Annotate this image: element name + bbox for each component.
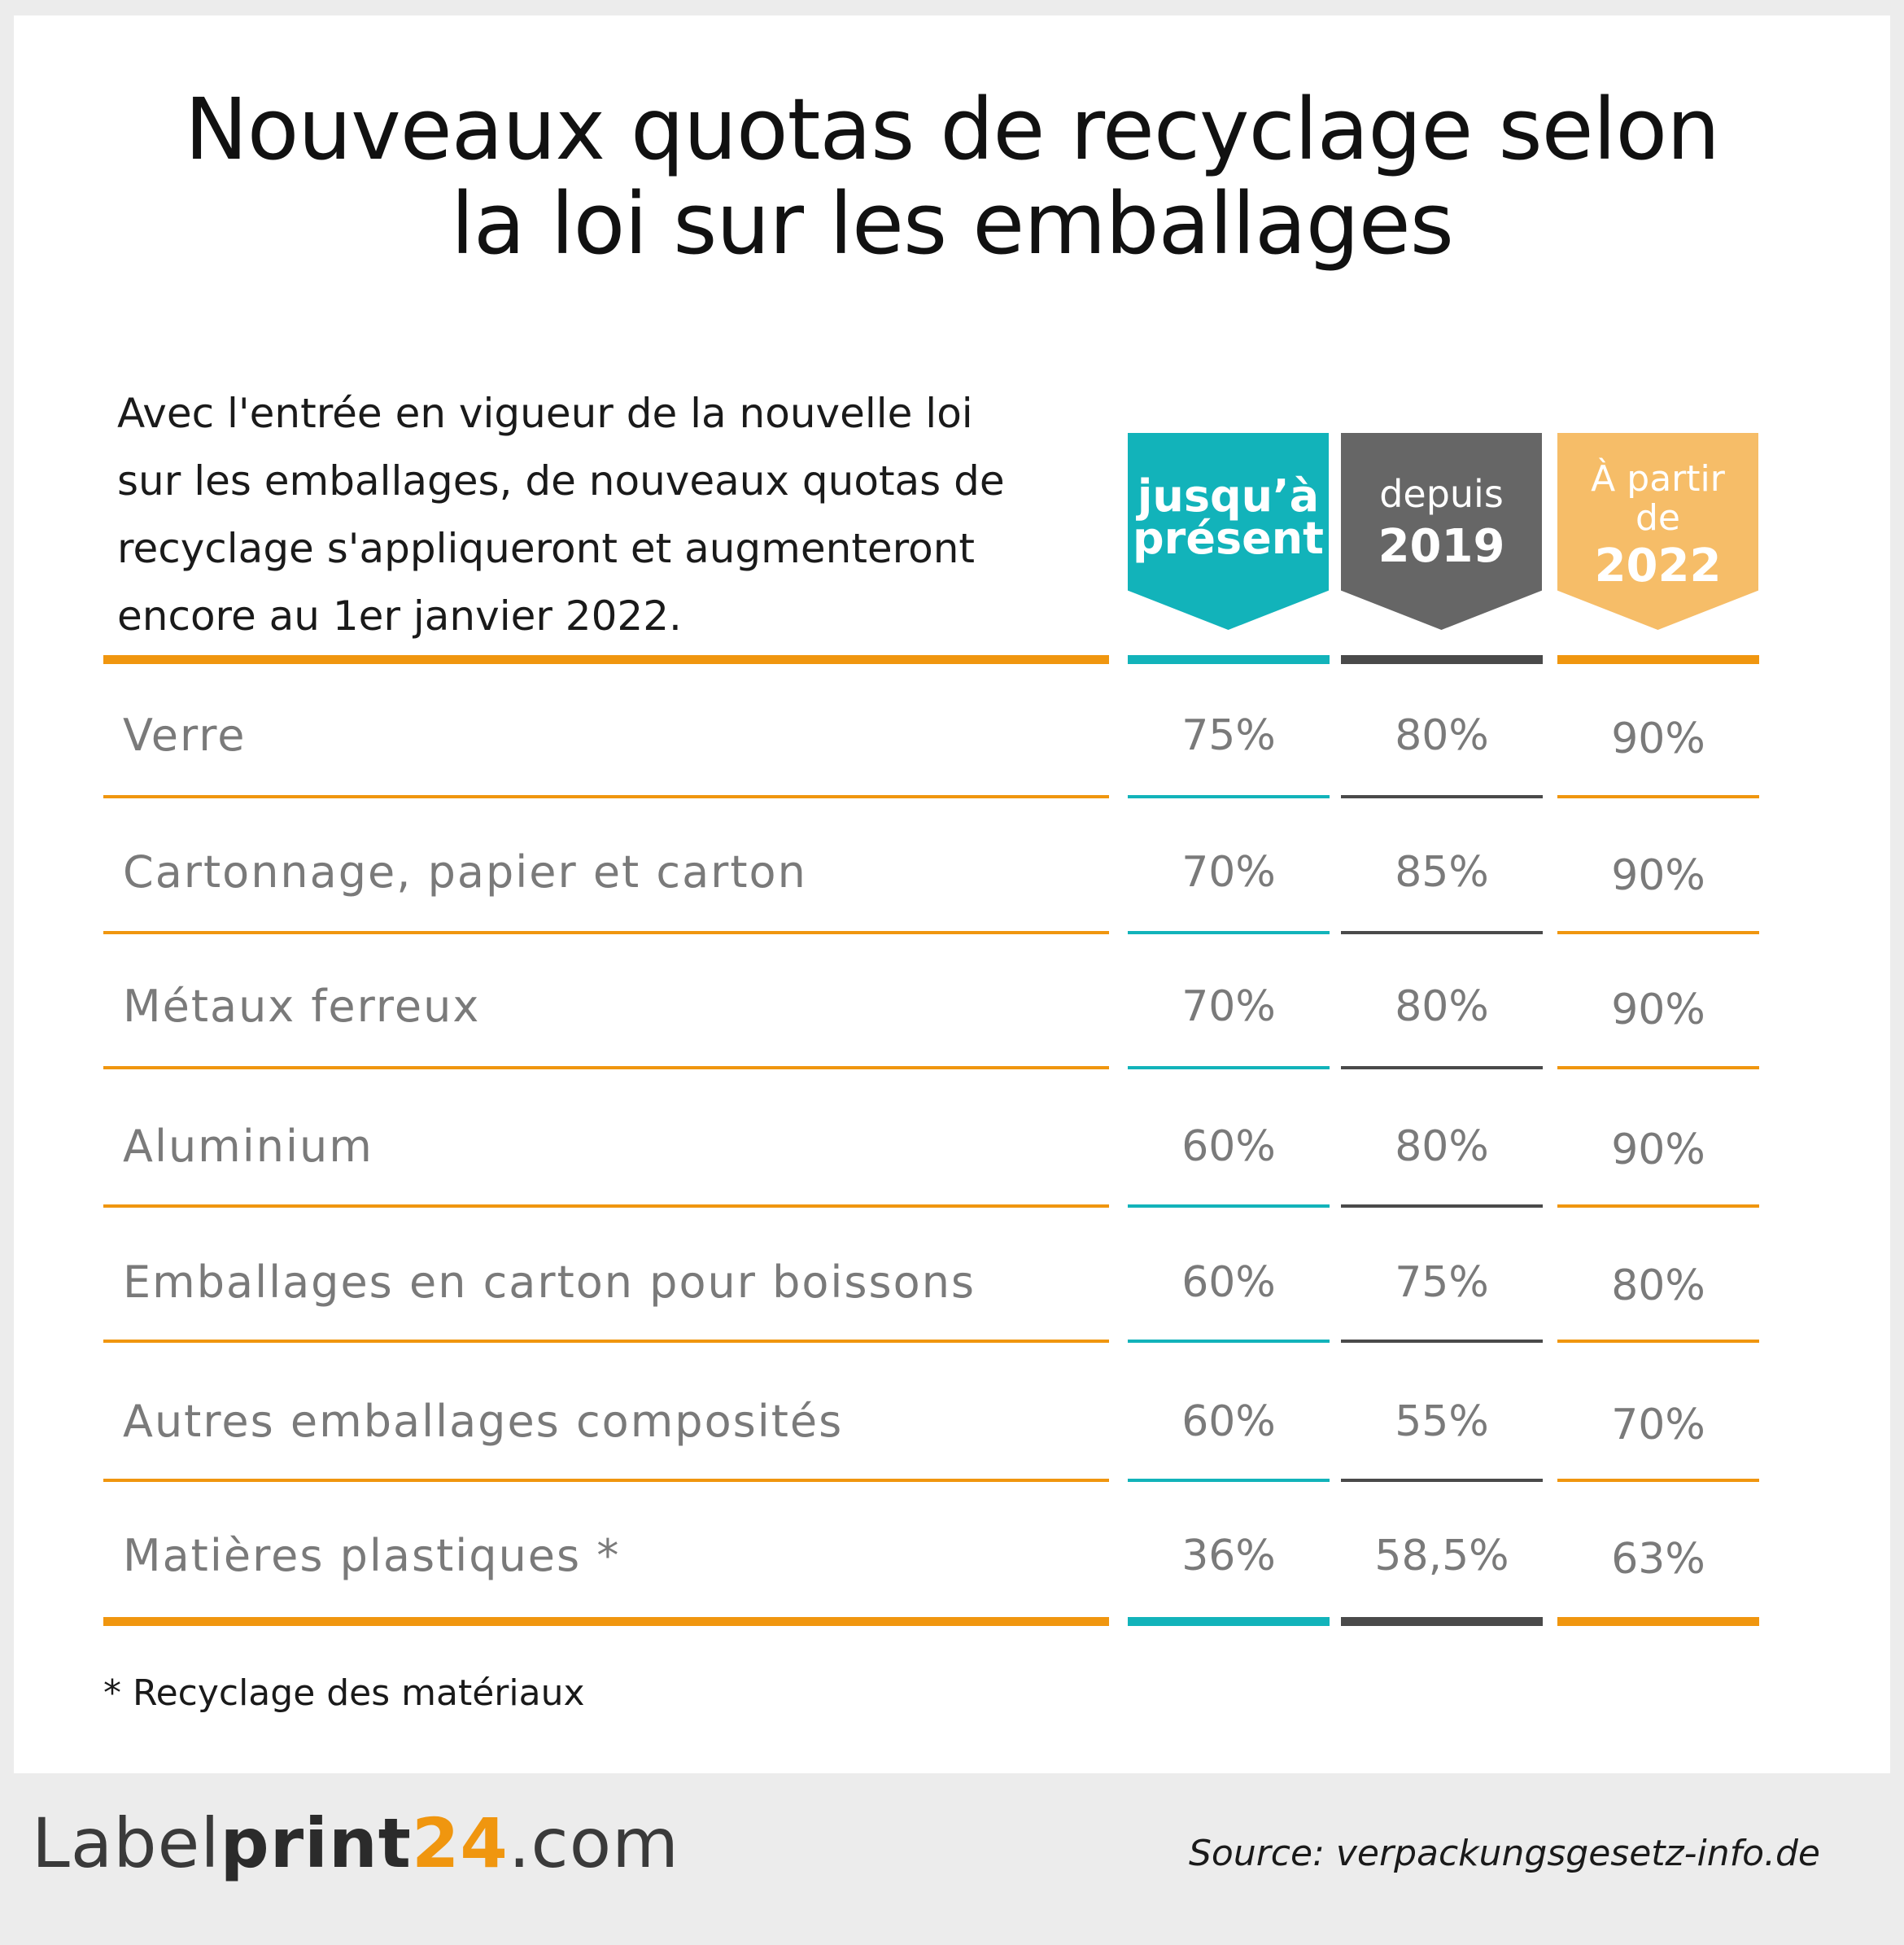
footnote: * Recyclage des matériaux	[103, 1672, 585, 1714]
logo-text-print: print	[220, 1803, 412, 1883]
quota-value: 80%	[1395, 982, 1489, 1031]
table-divider	[1557, 1340, 1759, 1343]
table-divider	[1128, 1340, 1330, 1343]
table-divider	[1341, 1479, 1543, 1482]
quota-value: 80%	[1611, 1261, 1705, 1310]
table-divider	[1341, 795, 1543, 798]
table-divider	[103, 1479, 1109, 1482]
title-line-1: Nouveaux quotas de recyclage selon	[184, 80, 1720, 179]
quota-value: 90%	[1611, 715, 1705, 763]
row-label: Cartonnage, papier et carton	[123, 846, 807, 898]
table-divider	[103, 1340, 1109, 1343]
table-divider	[1557, 931, 1759, 934]
logo-text-24: 24	[411, 1803, 509, 1883]
title-line-2: la loi sur les emballages	[451, 174, 1454, 273]
quota-value: 60%	[1181, 1258, 1276, 1307]
column-header-from-2022: À partir de 2022	[1557, 433, 1758, 630]
table-divider	[1341, 1340, 1543, 1343]
quota-value: 90%	[1611, 851, 1705, 900]
table-divider	[103, 1617, 1109, 1626]
table-divider	[1341, 1617, 1543, 1626]
logo-text-com: .com	[508, 1803, 679, 1883]
quota-value: 85%	[1395, 848, 1489, 897]
table-divider	[1341, 1066, 1543, 1069]
table-divider	[1557, 795, 1759, 798]
table-divider	[1341, 1204, 1543, 1208]
table-divider	[1557, 655, 1759, 664]
column-header-line: depuis	[1379, 472, 1504, 516]
quota-value: 75%	[1395, 1258, 1489, 1307]
intro-line: encore au 1er janvier 2022.	[117, 592, 682, 640]
row-label: Verre	[123, 710, 247, 761]
intro-text: Avec l'entrée en vigueur de la nouvelle …	[117, 380, 1094, 650]
quota-value: 90%	[1611, 1125, 1705, 1174]
quota-value: 36%	[1181, 1532, 1276, 1580]
table-divider	[1128, 1479, 1330, 1482]
quota-value: 70%	[1611, 1401, 1705, 1449]
quota-value: 63%	[1611, 1535, 1705, 1584]
table-divider	[103, 655, 1109, 664]
quota-value: 58,5%	[1374, 1532, 1509, 1580]
column-header-line: À partir	[1591, 458, 1725, 500]
table-divider	[1557, 1204, 1759, 1208]
quota-value: 90%	[1611, 986, 1705, 1034]
table-divider	[1128, 1204, 1330, 1208]
table-divider	[1557, 1066, 1759, 1069]
column-header-line: jusqu’à	[1137, 470, 1320, 522]
table-divider	[1128, 931, 1330, 934]
row-label: Aluminium	[123, 1121, 373, 1172]
quota-value: 60%	[1181, 1397, 1276, 1446]
table-divider	[1128, 655, 1330, 664]
column-header-line: 2019	[1378, 520, 1505, 573]
quota-value: 80%	[1395, 1122, 1489, 1171]
table-divider	[103, 1204, 1109, 1208]
quota-value: 70%	[1181, 982, 1276, 1031]
table-divider	[1128, 795, 1330, 798]
table-divider	[1128, 1617, 1330, 1626]
column-header-line: 2022	[1594, 540, 1722, 592]
table-divider	[1341, 655, 1543, 664]
quota-value: 55%	[1395, 1397, 1489, 1446]
quota-value: 60%	[1181, 1122, 1276, 1171]
logo-text-label: Label	[32, 1803, 221, 1883]
table-divider	[103, 795, 1109, 798]
table-divider	[103, 931, 1109, 934]
row-label: Métaux ferreux	[123, 981, 481, 1032]
row-label: Autres emballages composités	[123, 1396, 844, 1447]
page-title: Nouveaux quotas de recyclage selon la lo…	[14, 82, 1890, 271]
intro-line: Avec l'entrée en vigueur de la nouvelle …	[117, 390, 973, 437]
column-header-until-now: jusqu’à présent	[1128, 433, 1329, 630]
source-credit: Source: verpackungsgesetz-info.de	[1188, 1833, 1820, 1874]
table-divider	[1557, 1479, 1759, 1482]
quota-value: 70%	[1181, 848, 1276, 897]
table-divider	[1128, 1066, 1330, 1069]
column-header-line: de	[1635, 497, 1680, 539]
intro-line: recyclage s'appliqueront et augmenteront	[117, 525, 976, 572]
row-label: Emballages en carton pour boissons	[123, 1257, 976, 1308]
column-header-since-2019: depuis 2019	[1341, 433, 1542, 630]
row-label: Matières plastiques *	[123, 1530, 621, 1581]
column-header-line: présent	[1133, 513, 1324, 564]
table-divider	[1557, 1617, 1759, 1626]
quota-value: 75%	[1181, 711, 1276, 760]
intro-line: sur les emballages, de nouveaux quotas d…	[117, 457, 1005, 505]
quota-value: 80%	[1395, 711, 1489, 760]
table-divider	[1341, 931, 1543, 934]
table-divider	[103, 1066, 1109, 1069]
labelprint24-logo: Labelprint24.com	[32, 1803, 679, 1884]
